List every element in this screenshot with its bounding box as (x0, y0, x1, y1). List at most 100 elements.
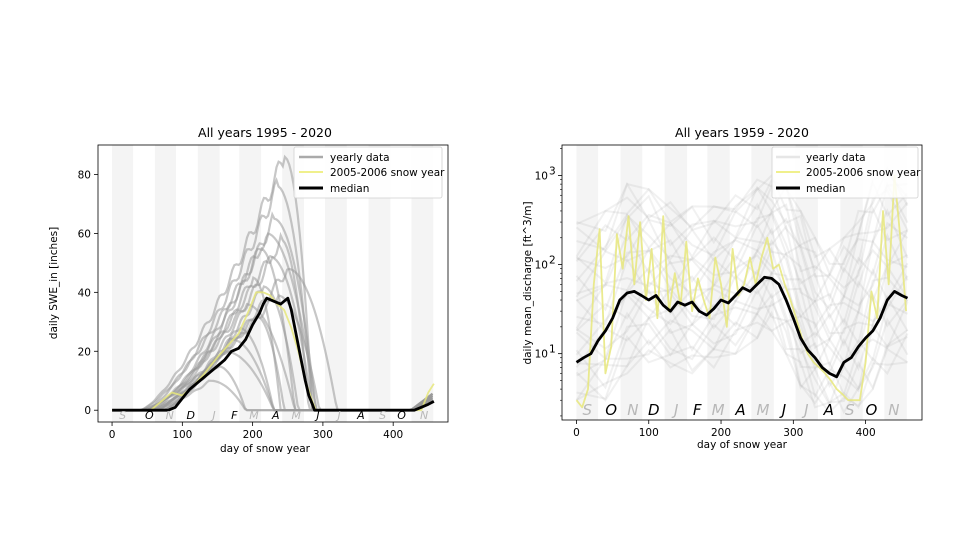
legend-label-median: median (806, 183, 845, 195)
legend-label-median: median (330, 183, 369, 195)
y-tick-label: 20 (78, 346, 91, 358)
month-band (707, 145, 730, 420)
legend-label-yearly: yearly data (330, 152, 390, 164)
month-label: A (356, 409, 365, 422)
y-axis-ticks: 0 20 40 60 80 (78, 169, 98, 417)
yearly-line (575, 208, 909, 320)
month-label: N (888, 401, 899, 419)
month-label: S (379, 409, 386, 422)
month-label: J (801, 401, 808, 419)
yearly-line (575, 201, 909, 299)
month-label: J (210, 409, 215, 422)
month-band (154, 145, 177, 422)
median-path (112, 296, 435, 412)
yearly-line (576, 179, 909, 274)
x-tick-label: 200 (243, 429, 263, 441)
median-line (575, 275, 909, 379)
y-tick-label: 40 (78, 287, 91, 299)
month-label: N (166, 409, 174, 422)
yearly-line (575, 287, 908, 399)
month-band (325, 145, 347, 422)
yearly-line (576, 208, 909, 311)
x-tick-label: 400 (383, 429, 403, 441)
yearly-line (575, 310, 909, 414)
yearly-line (575, 185, 909, 278)
month-label: N (420, 409, 428, 422)
month-label: M (291, 409, 301, 422)
month-label: A (734, 401, 745, 419)
month-label: A (271, 409, 280, 422)
yearly-line (576, 292, 909, 407)
month-label: D (648, 401, 660, 419)
yearly-line (576, 227, 909, 343)
x-axis-label: day of snow year (697, 439, 788, 451)
x-tick-label: 300 (783, 427, 803, 439)
yearly-line (575, 239, 908, 335)
y-tick-exponent: 1 (549, 344, 556, 356)
month-label: S (845, 401, 855, 419)
yearly-line (575, 299, 909, 404)
legend: yearly data 2005-2006 snow year median (771, 146, 921, 199)
month-label: M (249, 409, 259, 422)
plot-frame (561, 144, 923, 421)
yearly-line (575, 270, 908, 389)
chart-title: All years 1995 - 2020 (198, 125, 332, 140)
x-axis-ticks: 0 100 200 300 400 (109, 422, 403, 441)
chart-title: All years 1959 - 2020 (675, 125, 809, 140)
month-band (620, 145, 643, 420)
x-tick-label: 100 (172, 429, 192, 441)
month-label: D (187, 409, 195, 422)
yearly-line (575, 272, 909, 369)
month-band (751, 145, 774, 420)
month-label: J (335, 409, 340, 422)
month-label: S (583, 401, 593, 419)
y-tick-label: 10 (535, 171, 548, 183)
y-tick-exponent: 3 (549, 166, 556, 178)
yearly-line (575, 312, 908, 410)
month-shading (576, 145, 907, 420)
month-band (840, 145, 863, 420)
month-band (368, 145, 391, 422)
month-band (795, 145, 818, 420)
legend-box (293, 146, 443, 199)
yearly-line (575, 202, 908, 304)
month-band (411, 145, 434, 422)
legend-label-highlight: 2005-2006 snow year (330, 167, 445, 179)
month-label: M (756, 401, 769, 419)
x-axis-ticks: 0 100 200 300 400 (573, 420, 876, 439)
month-label: O (397, 409, 406, 422)
legend: yearly data 2005-2006 snow year median (293, 146, 445, 199)
month-band (112, 145, 134, 422)
month-label: O (605, 401, 617, 419)
yearly-line (576, 251, 909, 347)
y-axis-label: daily mean_discharge [ft^3/m] (522, 201, 534, 364)
x-tick-label: 0 (573, 427, 580, 439)
month-label: F (693, 401, 702, 419)
month-label: A (823, 401, 834, 419)
month-label: O (865, 401, 877, 419)
x-tick-label: 400 (856, 427, 876, 439)
y-tick-label: 80 (78, 169, 91, 181)
x-tick-label: 0 (109, 429, 116, 441)
y-tick-exponent: 2 (549, 255, 556, 267)
legend-label-yearly: yearly data (806, 152, 866, 164)
x-tick-label: 200 (711, 427, 731, 439)
y-tick-label: 0 (84, 405, 91, 417)
legend-label-highlight: 2005-2006 snow year (806, 167, 921, 179)
yearly-line (575, 222, 908, 330)
month-label: N (627, 401, 638, 419)
month-label: J (314, 409, 319, 422)
month-label: J (671, 401, 678, 419)
y-tick-label: 10 (535, 349, 548, 361)
month-label: F (231, 409, 238, 422)
month-label: S (119, 409, 126, 422)
yearly-line (575, 268, 909, 372)
month-label: O (145, 409, 154, 422)
median-path (575, 275, 909, 379)
median-line (112, 296, 435, 412)
